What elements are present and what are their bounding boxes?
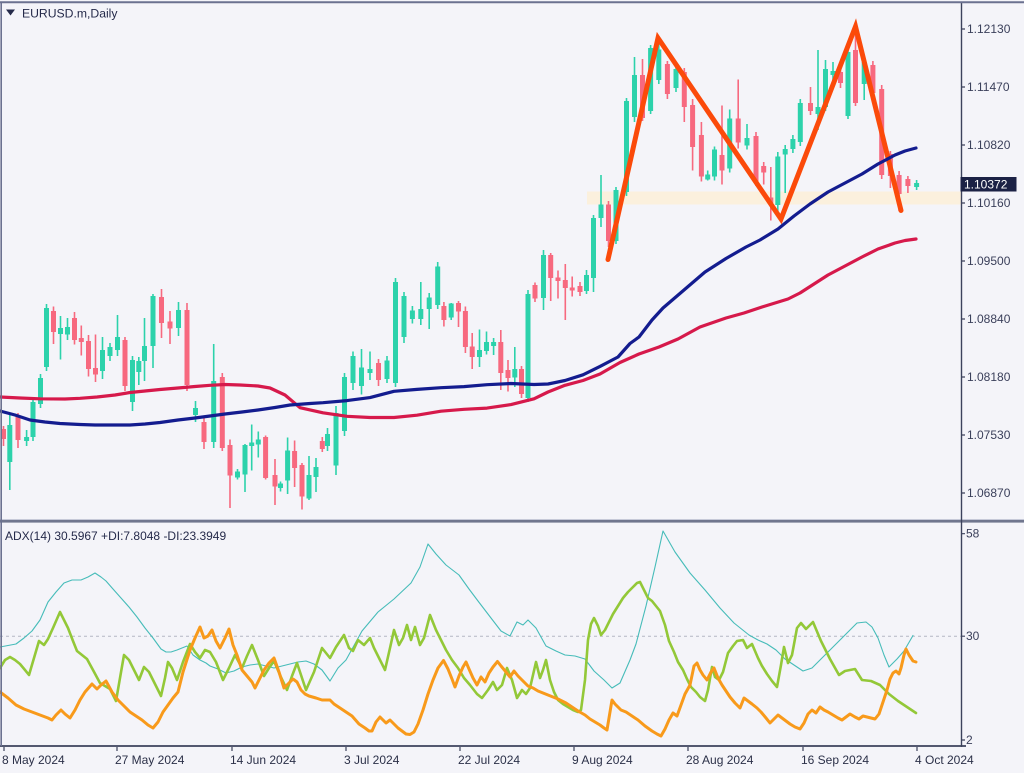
svg-text:ADX(14) 30.5967 +DI:7.8048 -DI: ADX(14) 30.5967 +DI:7.8048 -DI:23.3949: [5, 529, 226, 543]
svg-text:1.07530: 1.07530: [967, 428, 1011, 442]
svg-text:3 Jul 2024: 3 Jul 2024: [344, 753, 400, 767]
svg-text:1.06870: 1.06870: [967, 486, 1011, 500]
svg-text:2: 2: [966, 733, 973, 747]
svg-text:27 May 2024: 27 May 2024: [115, 753, 185, 767]
svg-text:4 Oct 2024: 4 Oct 2024: [915, 753, 974, 767]
svg-text:8 May 2024: 8 May 2024: [2, 753, 65, 767]
svg-text:1.08840: 1.08840: [967, 312, 1011, 326]
svg-text:1.11470: 1.11470: [967, 80, 1010, 94]
svg-text:1.10160: 1.10160: [967, 196, 1011, 210]
svg-text:1.09500: 1.09500: [967, 254, 1011, 268]
svg-text:1.10820: 1.10820: [967, 138, 1011, 152]
svg-text:16 Sep 2024: 16 Sep 2024: [801, 753, 869, 767]
svg-text:EURUSD.m,Daily: EURUSD.m,Daily: [22, 7, 118, 21]
svg-text:9 Aug 2024: 9 Aug 2024: [572, 753, 633, 767]
svg-text:22 Jul 2024: 22 Jul 2024: [458, 753, 520, 767]
svg-text:30: 30: [966, 629, 980, 643]
svg-text:58: 58: [966, 527, 980, 541]
svg-text:28 Aug 2024: 28 Aug 2024: [686, 753, 754, 767]
svg-text:1.12130: 1.12130: [967, 22, 1011, 36]
svg-text:14 Jun 2024: 14 Jun 2024: [230, 753, 296, 767]
svg-text:1.10372: 1.10372: [964, 178, 1008, 192]
svg-text:1.08180: 1.08180: [967, 370, 1011, 384]
